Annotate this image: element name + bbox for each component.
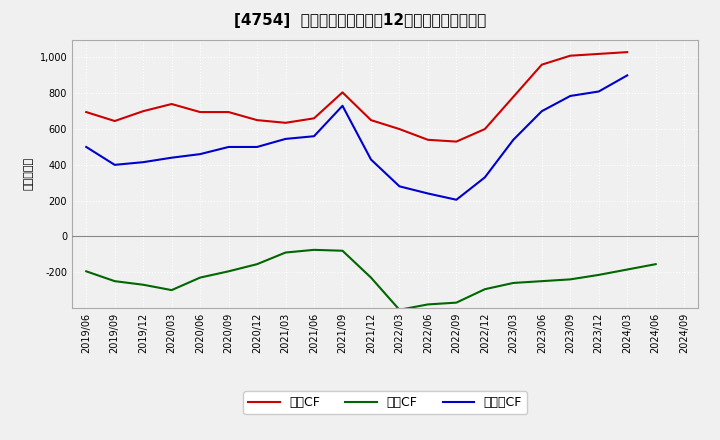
フリーCF	[452, 197, 461, 202]
投資CF	[509, 280, 518, 286]
投資CF	[623, 267, 631, 272]
フリーCF	[82, 144, 91, 150]
営業CF	[110, 118, 119, 124]
フリーCF	[282, 136, 290, 142]
Y-axis label: （百万円）: （百万円）	[24, 157, 34, 191]
投資CF	[395, 307, 404, 312]
営業CF	[452, 139, 461, 144]
投資CF	[139, 282, 148, 287]
投資CF	[225, 269, 233, 274]
営業CF	[139, 109, 148, 114]
フリーCF	[196, 151, 204, 157]
フリーCF	[225, 144, 233, 150]
Legend: 営業CF, 投資CF, フリーCF: 営業CF, 投資CF, フリーCF	[243, 392, 527, 414]
営業CF	[282, 120, 290, 125]
営業CF	[82, 110, 91, 115]
フリーCF	[595, 89, 603, 94]
フリーCF	[253, 144, 261, 150]
営業CF	[480, 126, 489, 132]
投資CF	[537, 279, 546, 284]
フリーCF	[566, 93, 575, 99]
投資CF	[566, 277, 575, 282]
フリーCF	[423, 191, 432, 196]
投資CF	[338, 248, 347, 253]
投資CF	[282, 250, 290, 255]
フリーCF	[537, 109, 546, 114]
Line: フリーCF: フリーCF	[86, 75, 627, 200]
投資CF	[253, 261, 261, 267]
投資CF	[366, 275, 375, 280]
営業CF	[310, 116, 318, 121]
投資CF	[452, 300, 461, 305]
フリーCF	[310, 134, 318, 139]
フリーCF	[110, 162, 119, 168]
Line: 投資CF: 投資CF	[86, 250, 656, 310]
投資CF	[82, 269, 91, 274]
フリーCF	[509, 137, 518, 143]
営業CF	[366, 117, 375, 123]
営業CF	[167, 101, 176, 106]
投資CF	[480, 286, 489, 292]
投資CF	[652, 261, 660, 267]
フリーCF	[139, 160, 148, 165]
営業CF	[338, 90, 347, 95]
営業CF	[623, 49, 631, 55]
フリーCF	[366, 157, 375, 162]
Text: [4754]  キャッシュフローの12か月移動合計の推移: [4754] キャッシュフローの12か月移動合計の推移	[234, 13, 486, 28]
営業CF	[395, 126, 404, 132]
投資CF	[423, 302, 432, 307]
フリーCF	[623, 73, 631, 78]
営業CF	[225, 110, 233, 115]
営業CF	[595, 51, 603, 57]
フリーCF	[480, 175, 489, 180]
営業CF	[509, 94, 518, 99]
フリーCF	[338, 103, 347, 108]
Line: 営業CF: 営業CF	[86, 52, 627, 142]
営業CF	[253, 117, 261, 123]
投資CF	[310, 247, 318, 253]
営業CF	[423, 137, 432, 143]
投資CF	[196, 275, 204, 280]
フリーCF	[395, 183, 404, 189]
フリーCF	[167, 155, 176, 160]
営業CF	[196, 110, 204, 115]
営業CF	[537, 62, 546, 67]
投資CF	[595, 272, 603, 278]
営業CF	[566, 53, 575, 59]
投資CF	[110, 279, 119, 284]
投資CF	[167, 287, 176, 293]
